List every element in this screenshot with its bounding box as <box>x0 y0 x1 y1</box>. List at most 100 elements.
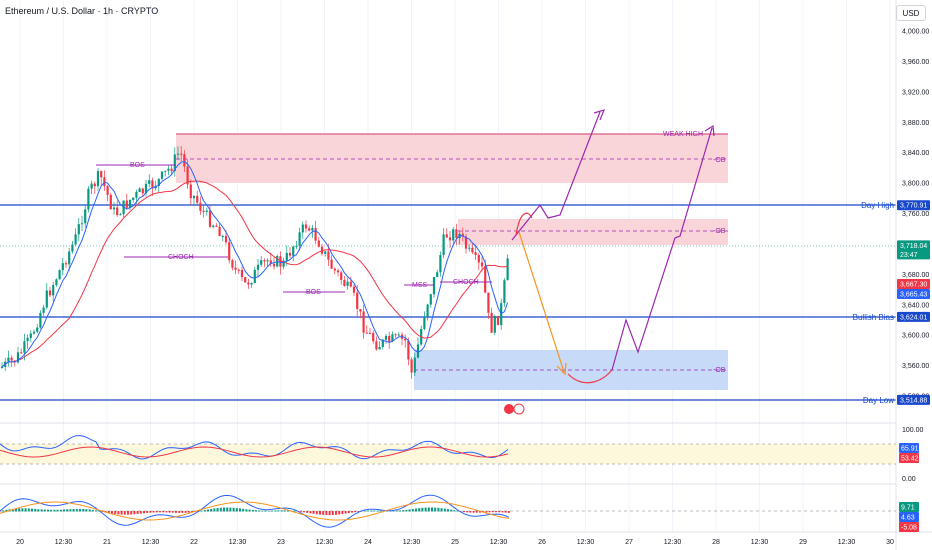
candle-body <box>384 335 388 340</box>
macd-bar <box>434 507 437 512</box>
time-tick: 25 <box>451 539 459 546</box>
candles <box>0 145 509 379</box>
time-tick: 12:30 <box>55 539 73 546</box>
macd-bar <box>495 511 497 513</box>
candle-body <box>55 279 58 286</box>
macd-badges: 9.71 4.63 -5.08 <box>899 502 919 532</box>
macd-bar <box>168 511 171 513</box>
price-badge-label: 3,718.04 <box>900 243 927 250</box>
macd-bar <box>47 509 49 512</box>
macd-bar <box>34 508 37 512</box>
candle-body <box>157 178 160 186</box>
candle-body <box>436 272 439 277</box>
macd-bar <box>309 511 312 514</box>
candle-body <box>349 281 352 287</box>
macd-bar <box>341 511 344 515</box>
candle-body <box>282 260 285 267</box>
time-tick: 12:30 <box>403 539 421 546</box>
event-flash-icon[interactable] <box>504 404 514 414</box>
rsi-tick-0: 0.00 <box>902 476 916 483</box>
macd-bar <box>146 511 149 513</box>
price-badge-label: 3,665.43 <box>900 291 927 298</box>
macd-bar <box>75 508 78 512</box>
candle-body <box>439 255 442 273</box>
macd-bar <box>351 511 353 513</box>
candle-body <box>52 285 55 296</box>
candle-body <box>416 344 420 358</box>
macd-bar <box>229 507 232 512</box>
macd-bar <box>491 511 494 513</box>
ob-label-upper: -OB <box>713 157 726 164</box>
candle-body <box>183 154 186 167</box>
candle-body <box>375 341 378 350</box>
macd-bar <box>95 510 97 512</box>
candle-body <box>93 183 96 187</box>
macd-bar <box>293 510 296 512</box>
candle-body <box>192 195 196 199</box>
candle-body <box>244 277 247 283</box>
macd-bar <box>274 510 277 512</box>
candle-body <box>176 153 180 155</box>
structure-label-bos-1: BOS <box>130 162 145 169</box>
projection-path-bull-2 <box>611 127 713 371</box>
macd-bar <box>367 510 369 512</box>
candle-body <box>343 279 346 286</box>
price-badge <box>897 200 930 211</box>
macd-bar <box>357 511 360 512</box>
price-badge-countdown: 23:47 <box>900 252 918 259</box>
macd-bar <box>255 510 257 512</box>
price-badge <box>897 288 930 299</box>
currency-button[interactable]: USD <box>896 5 926 21</box>
time-tick: 26 <box>538 539 546 546</box>
moving-average-fast <box>1 160 509 368</box>
macd-bar <box>479 511 481 513</box>
macd-bar <box>242 508 245 512</box>
time-tick: 21 <box>103 539 111 546</box>
time-axis: 20 12:30 21 12:30 22 12:30 23 12:30 24 12:30 25 12:… <box>16 539 894 546</box>
candle-body <box>506 258 509 281</box>
candle-body <box>468 247 471 249</box>
candle-body <box>71 244 74 252</box>
candle-body <box>388 335 391 342</box>
candle-body <box>48 290 52 296</box>
candle-body <box>234 267 237 270</box>
macd-bar <box>69 509 72 512</box>
macd-bar <box>283 510 286 512</box>
candle-body <box>58 270 61 280</box>
time-tick: 24 <box>364 539 372 546</box>
price-badge <box>897 394 930 405</box>
candle-body <box>260 260 263 265</box>
macd-bar <box>469 511 472 513</box>
macd-bar <box>312 511 315 514</box>
macd-bar <box>91 509 94 512</box>
candle-body <box>356 292 359 309</box>
candle-body <box>173 154 176 172</box>
price-tick: 3,960.00 <box>902 59 929 66</box>
macd-bar <box>37 509 40 512</box>
price-badge-label: 3,770.91 <box>900 203 927 210</box>
macd-bar <box>501 511 504 513</box>
candle-body <box>471 247 474 253</box>
macd-bar <box>27 508 30 512</box>
macd-bar <box>376 510 379 512</box>
time-tick: 12:30 <box>838 539 856 546</box>
time-tick: 12:30 <box>664 539 682 546</box>
candle-body <box>23 341 26 353</box>
candle-body <box>42 307 45 313</box>
structure-label-bos-2: BOS <box>306 289 321 296</box>
macd-bar <box>437 507 440 512</box>
time-tick: 27 <box>625 539 633 546</box>
macd-bar <box>453 510 456 512</box>
time-tick: 29 <box>799 539 807 546</box>
indicator-badge <box>899 512 919 522</box>
macd-bar <box>11 508 14 512</box>
candle-body <box>90 183 93 189</box>
candle-body <box>109 194 112 210</box>
macd-bar <box>408 509 411 512</box>
macd-bar <box>107 511 110 514</box>
ob-label-demand: -OB <box>713 367 726 374</box>
chart-grid <box>19 0 891 532</box>
event-flag-icon[interactable] <box>513 403 525 415</box>
indicator-badge <box>899 443 919 453</box>
